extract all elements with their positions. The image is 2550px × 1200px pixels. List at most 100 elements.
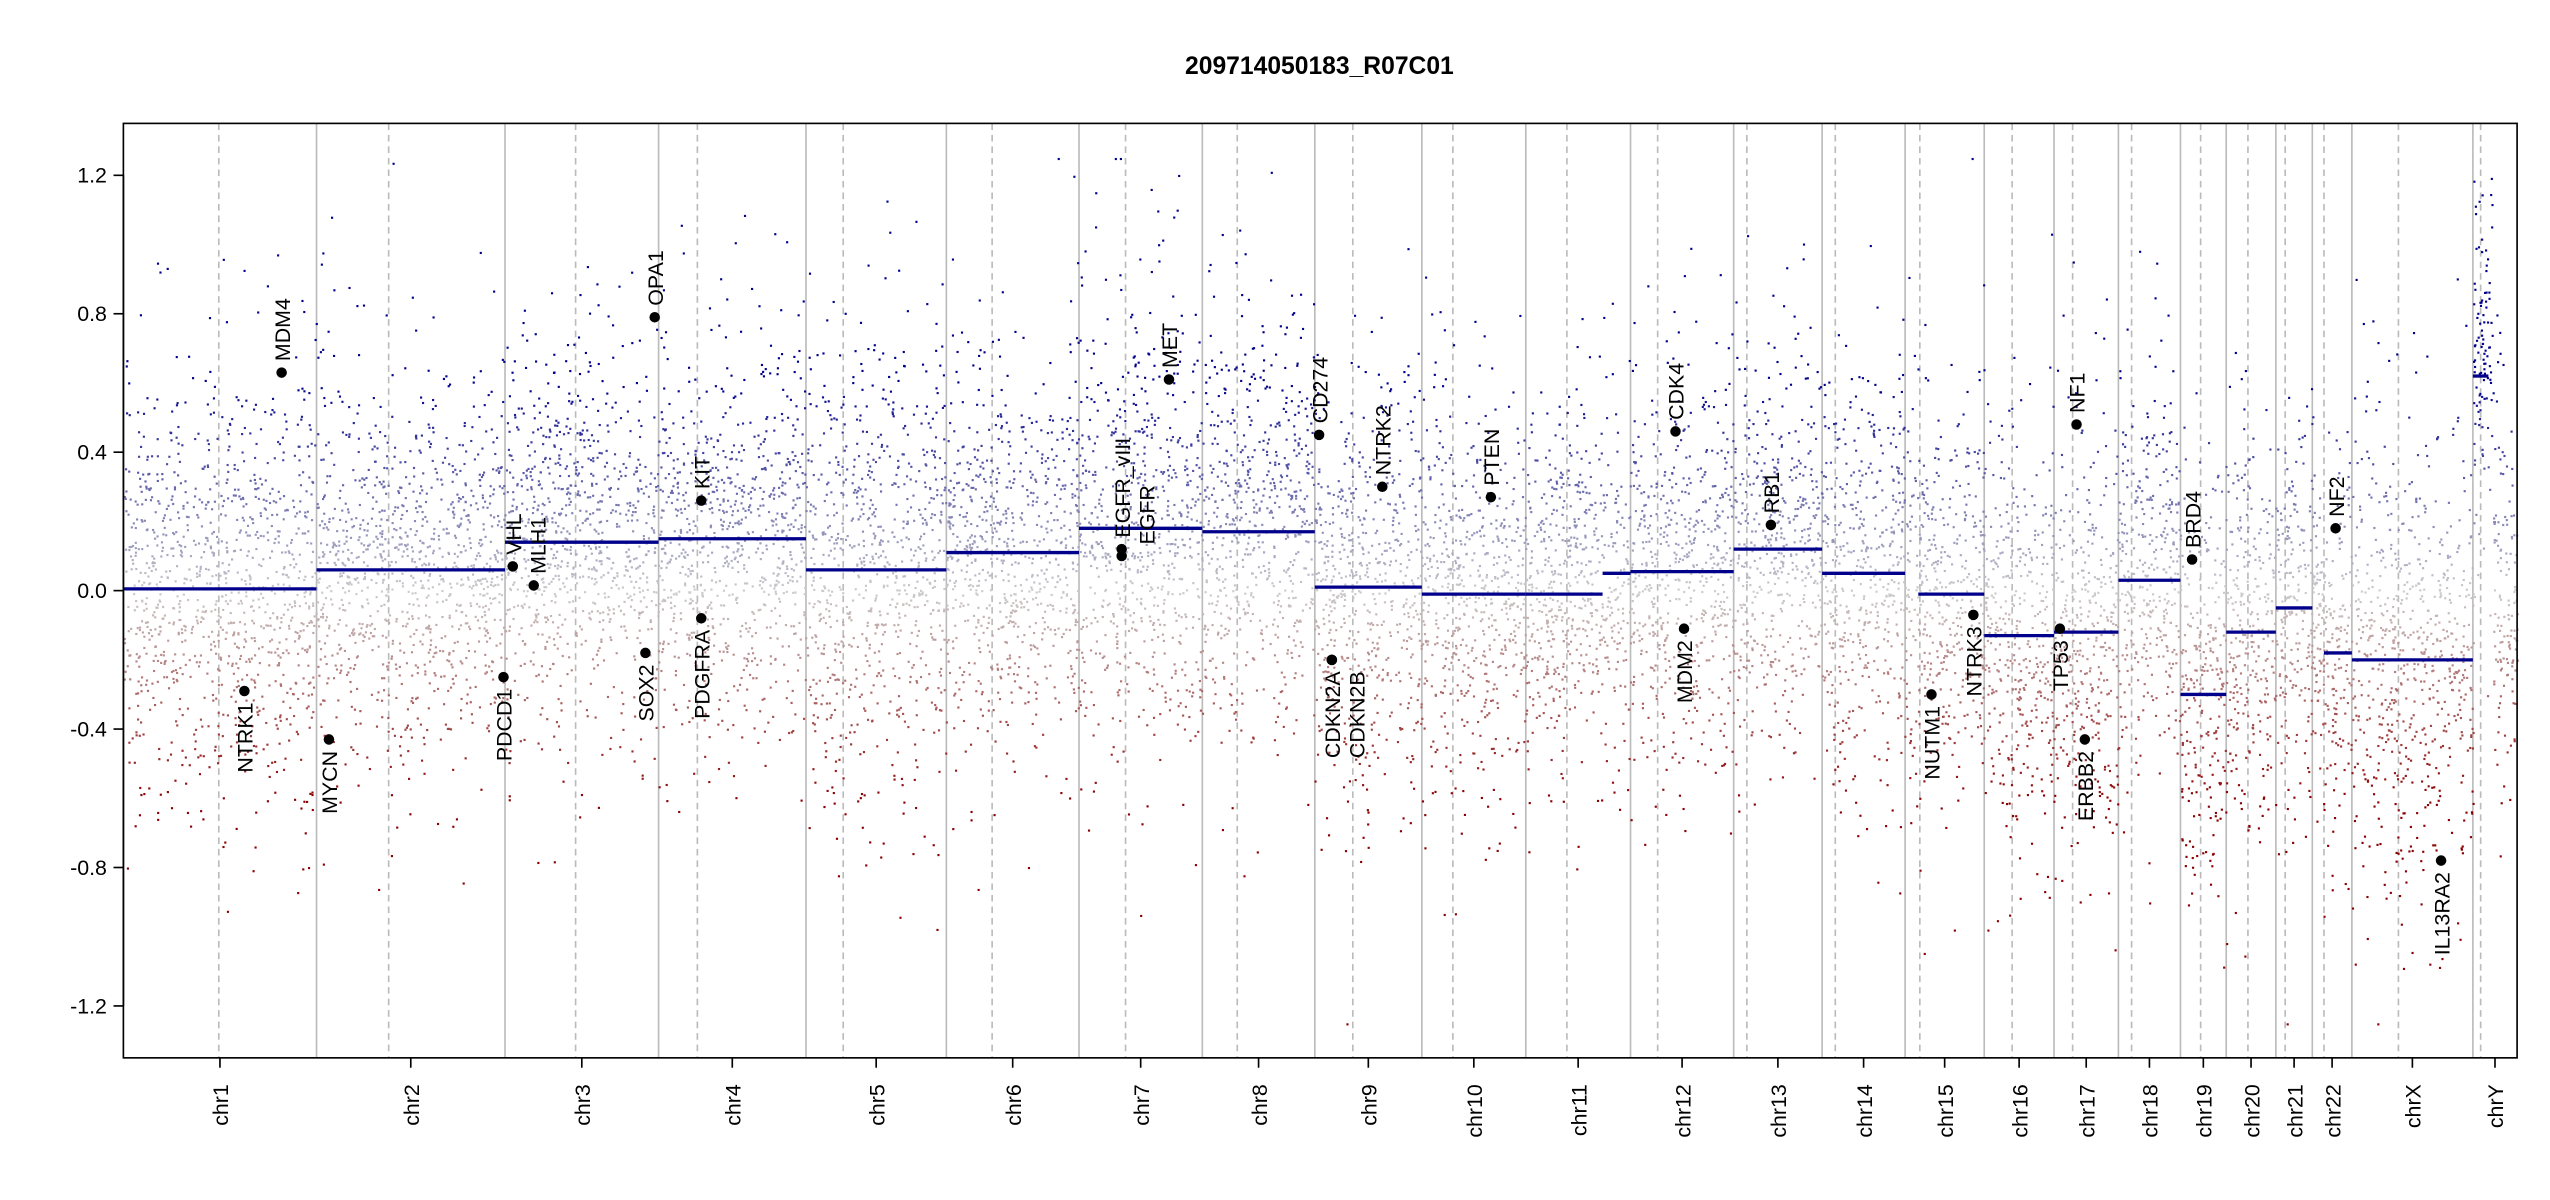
probe-point <box>621 691 624 694</box>
probe-point <box>722 449 725 453</box>
probe-point <box>154 616 157 619</box>
probe-point <box>554 521 557 524</box>
probe-point <box>724 336 727 339</box>
probe-point <box>625 636 628 639</box>
probe-point <box>558 613 561 616</box>
probe-point <box>419 505 422 508</box>
probe-point <box>787 524 790 527</box>
probe-point <box>782 529 785 532</box>
probe-point <box>664 477 667 480</box>
probe-point <box>391 467 394 470</box>
probe-point <box>584 519 587 522</box>
probe-point <box>863 560 866 563</box>
probe-point <box>503 518 506 521</box>
probe-point <box>134 500 137 503</box>
probe-point <box>257 497 260 500</box>
probe-point <box>153 703 157 707</box>
probe-point <box>796 497 799 500</box>
probe-point <box>610 638 613 642</box>
probe-point <box>1012 470 1016 473</box>
probe-point <box>229 621 233 624</box>
probe-point <box>913 778 916 781</box>
probe-point <box>859 414 862 417</box>
probe-point <box>998 522 1001 525</box>
probe-point <box>587 545 590 548</box>
probe-point <box>869 524 872 527</box>
probe-point <box>293 566 296 569</box>
probe-point <box>1071 675 1074 678</box>
probe-point <box>425 596 428 599</box>
probe-point <box>312 631 315 635</box>
probe-point <box>301 647 304 650</box>
probe-point <box>324 597 328 600</box>
probe-point <box>356 655 359 658</box>
probe-point <box>852 376 855 379</box>
probe-point <box>1026 488 1029 492</box>
probe-point <box>852 491 855 494</box>
probe-point <box>151 682 154 685</box>
probe-point <box>376 572 379 575</box>
probe-point <box>663 451 666 455</box>
probe-point <box>751 611 754 614</box>
probe-point <box>143 519 146 522</box>
probe-point <box>176 565 179 568</box>
probe-point <box>659 533 662 536</box>
probe-point <box>775 622 778 625</box>
probe-point <box>135 632 138 636</box>
probe-point <box>774 657 777 661</box>
probe-point <box>600 638 603 641</box>
probe-point <box>886 576 889 579</box>
probe-point <box>640 611 643 614</box>
probe-point <box>385 636 388 639</box>
probe-point <box>785 697 788 700</box>
probe-point <box>728 521 732 524</box>
probe-point <box>1075 570 1078 573</box>
probe-point <box>227 570 230 573</box>
probe-point <box>339 572 342 575</box>
probe-point <box>797 314 800 317</box>
probe-point <box>396 506 400 509</box>
probe-point <box>182 593 185 596</box>
probe-point <box>145 607 148 610</box>
probe-point <box>393 510 396 513</box>
probe-point <box>179 549 183 552</box>
probe-point <box>653 531 656 534</box>
probe-point <box>905 522 908 525</box>
probe-point <box>200 556 203 559</box>
probe-point <box>141 548 144 551</box>
probe-point <box>619 512 622 515</box>
probe-point <box>428 545 432 548</box>
probe-point <box>756 663 759 666</box>
probe-point <box>955 580 958 583</box>
probe-point <box>608 609 611 612</box>
probe-point <box>883 449 886 452</box>
probe-point <box>1046 432 1049 435</box>
probe-point <box>907 538 910 541</box>
probe-point <box>387 554 390 557</box>
probe-point <box>893 518 896 521</box>
probe-point <box>148 488 151 492</box>
probe-point <box>894 482 897 485</box>
probe-point <box>787 416 790 419</box>
probe-point <box>270 413 273 416</box>
probe-point <box>306 541 309 545</box>
probe-point <box>856 502 859 505</box>
probe-point <box>378 888 381 892</box>
probe-point <box>140 620 144 623</box>
probe-point <box>726 367 729 370</box>
probe-point <box>366 756 369 759</box>
probe-point <box>565 360 568 363</box>
probe-point <box>1023 523 1026 526</box>
probe-point <box>1037 515 1041 518</box>
probe-point <box>477 453 480 456</box>
probe-point <box>422 633 425 636</box>
probe-point <box>588 612 591 615</box>
probe-point <box>907 462 911 465</box>
probe-point <box>522 412 525 415</box>
probe-point <box>858 695 861 699</box>
probe-point <box>964 578 967 581</box>
probe-point <box>483 404 486 407</box>
probe-point <box>253 408 256 411</box>
probe-point <box>709 469 712 473</box>
probe-point <box>778 452 781 455</box>
